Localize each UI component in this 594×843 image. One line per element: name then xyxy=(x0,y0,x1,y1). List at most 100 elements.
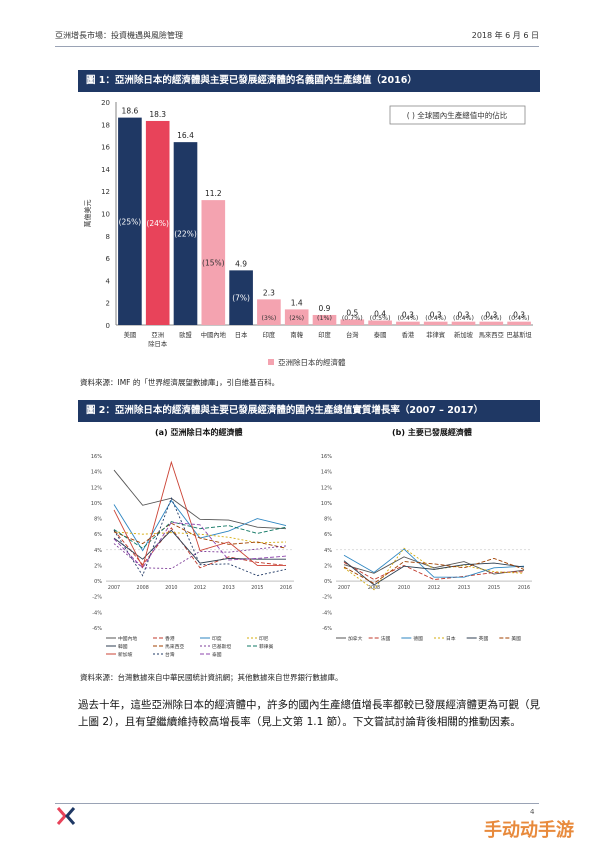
y-tick-label: 8 xyxy=(106,233,110,241)
series-line xyxy=(113,521,287,549)
y-tick-label: 16 xyxy=(101,144,110,152)
y-tick-label: 14% xyxy=(91,470,102,476)
y-tick-label: 2% xyxy=(324,563,332,569)
y-tick-label: 10% xyxy=(91,501,102,507)
figure1-bar-chart: 0 2 4 6 8 10 12 14 16 18 20 萬億美元 18.6 (25%) 美國 18.3 (24%… xyxy=(83,99,533,367)
y-tick-label: 2 xyxy=(106,300,110,308)
figure2-title: 圖 2：亞洲除日本的經濟體與主要已發展經濟體的國內生產總值實質增長率（2007 … xyxy=(78,400,540,422)
note-text: ( ) 全球國內生產總值中的佔比 xyxy=(407,110,508,120)
y-tick-label: -4% xyxy=(322,610,332,616)
bar xyxy=(423,321,448,325)
legend-label: 亞洲除日本的經濟體 xyxy=(278,357,346,367)
bar xyxy=(229,270,253,325)
bar-share-label: (0.5%) xyxy=(370,315,391,322)
bar-value-label: 1.4 xyxy=(291,298,303,307)
x-tick-label: 日本 xyxy=(235,330,248,339)
x-tick-label: 2008 xyxy=(137,585,149,591)
chart-a-title: (a) 亞洲除日本的經濟體 xyxy=(155,428,243,437)
bar-value-label: 2.3 xyxy=(263,288,275,297)
bar-share-label: (15%) xyxy=(202,259,225,268)
x-tick-label: 2013 xyxy=(223,585,235,591)
series-line xyxy=(113,499,287,552)
x-tick-label: 菲律賓 xyxy=(426,330,445,339)
bar-value-label: 0.3 xyxy=(513,311,525,320)
series-line xyxy=(343,560,525,586)
series-line xyxy=(113,469,287,530)
series-line xyxy=(113,521,287,569)
series-line xyxy=(113,460,286,569)
x-tick-label: 2007 xyxy=(338,585,350,591)
x-tick-label: 香港 xyxy=(402,330,415,339)
legend-label: 菲律賓 xyxy=(259,643,274,650)
bar xyxy=(257,299,281,325)
footer-divider xyxy=(55,803,539,804)
bar-value-label: 0.3 xyxy=(402,311,414,320)
bar-share-label: (0.4%) xyxy=(509,315,530,322)
bar-share-label: (25%) xyxy=(119,217,142,226)
legend-label: 德國 xyxy=(413,635,423,642)
watermark: 手动动手游 xyxy=(484,820,574,841)
y-tick-label: 12% xyxy=(91,485,102,491)
bar-value-label: 18.3 xyxy=(149,110,166,119)
bar xyxy=(173,142,198,325)
legend-label: 巴基斯坦 xyxy=(212,643,231,650)
legend-label: 法國 xyxy=(381,635,391,642)
y-tick-label: -2% xyxy=(92,595,102,601)
bar-value-label: 0.9 xyxy=(319,304,331,313)
y-tick-label: 12% xyxy=(321,485,332,491)
bar xyxy=(284,309,309,325)
bar xyxy=(312,314,337,325)
x-tick-label: 2012 xyxy=(428,585,440,591)
y-tick-label: 0% xyxy=(94,579,102,585)
series-line xyxy=(343,557,525,584)
series-line xyxy=(113,497,287,577)
bar-share-label: (24%) xyxy=(146,219,169,228)
x-tick-label: 巴基斯坦 xyxy=(507,330,533,339)
bar xyxy=(145,120,170,325)
bar-share-label: (0.4%) xyxy=(397,315,418,322)
bar-share-label: (22%) xyxy=(174,230,197,239)
x-tick-label: 南韓 xyxy=(290,330,303,339)
x-tick-label: 泰國 xyxy=(374,330,387,339)
legend-label: 台灣 xyxy=(165,651,175,658)
bar xyxy=(396,321,420,325)
legend-label: 韓國 xyxy=(118,643,128,650)
x-tick-label: 2016 xyxy=(518,585,530,591)
legend-label: 美國 xyxy=(511,635,521,642)
bar-share-label: (0.4%) xyxy=(481,315,502,322)
legend-swatch xyxy=(268,359,274,365)
y-tick-label: 16% xyxy=(321,454,332,460)
legend-label: 印度 xyxy=(212,635,222,642)
x-tick-label: 中國內地 xyxy=(201,330,227,339)
y-tick-label: 14% xyxy=(321,470,332,476)
bar-share-label: (2%) xyxy=(289,315,304,322)
legend-label: 香港 xyxy=(165,635,175,642)
y-tick-label: 4 xyxy=(106,277,111,285)
bar-value-label: 4.9 xyxy=(235,259,247,268)
page-header: 亞洲增長市場：投資機遇與風險管理 2018 年 6 月 6 日 xyxy=(55,30,539,44)
legend-label: 馬來西亞 xyxy=(165,643,184,650)
y-tick-label: 14 xyxy=(101,166,110,174)
bar-value-label: 0.3 xyxy=(458,311,470,320)
y-tick-label: 2% xyxy=(94,563,102,569)
figure1-source: 資料來源：IMF 的「世界經濟展望數據庫」，引自維基百科。 xyxy=(80,378,280,387)
figure2b-line-chart: -6% -4% -2% 0% 2% 4% 6% 8% 10% 12% 14% 16% 2007 2008 2… xyxy=(321,454,532,642)
x-tick-label: 馬來西亞 xyxy=(479,331,504,339)
bar-share-label: (0.4%) xyxy=(425,315,446,322)
bar-value-label: 0.3 xyxy=(485,311,497,320)
header-date: 2018 年 6 月 6 日 xyxy=(471,31,539,40)
x-tick-label: 2015 xyxy=(488,585,500,591)
legend-label: 加拿大 xyxy=(348,635,363,642)
y-tick-label: 0% xyxy=(324,579,332,585)
y-tick-label: -6% xyxy=(92,626,102,632)
y-tick-label: 16% xyxy=(91,454,102,460)
header-divider xyxy=(55,46,539,47)
bar-value-label: 0.5 xyxy=(346,308,358,317)
y-tick-label: 4% xyxy=(94,548,102,554)
legend-label: 印尼 xyxy=(259,635,269,642)
series-line xyxy=(113,527,287,569)
series-line xyxy=(113,531,287,544)
x-tick-label: 印度 xyxy=(263,330,276,339)
chart-b-title: (b) 主要已發展經濟體 xyxy=(392,428,472,437)
figure2-source: 資料來源：台灣數據來自中華民國統計資訊網；其他數據來自世界銀行數據庫。 xyxy=(80,673,343,682)
